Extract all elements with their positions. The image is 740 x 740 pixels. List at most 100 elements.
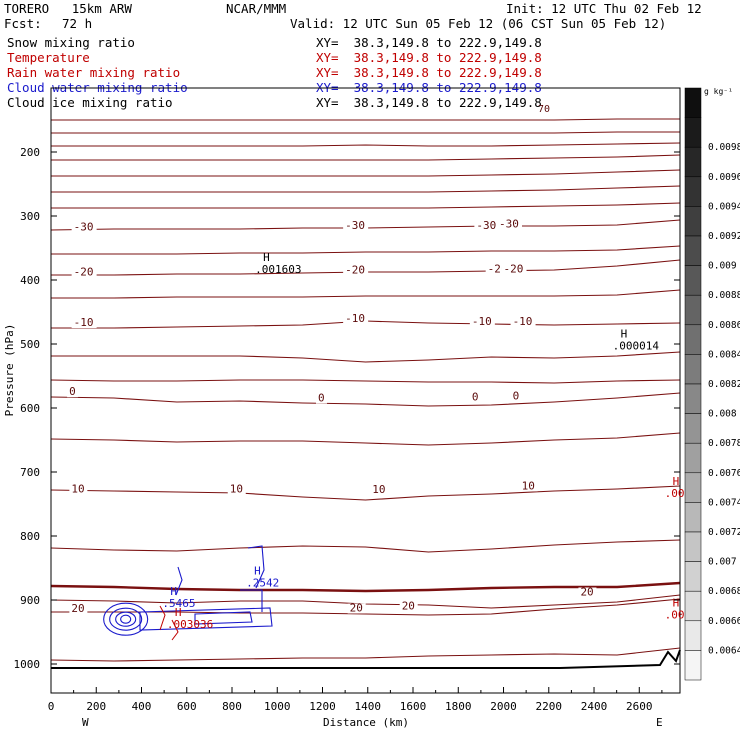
temperature-contour-line xyxy=(51,185,681,193)
temperature-contour-line xyxy=(51,118,680,121)
temperature-contour-line xyxy=(51,154,681,161)
x-tick-label: 2400 xyxy=(581,700,608,713)
x-tick-label: 2600 xyxy=(626,700,653,713)
y-tick-label: 700 xyxy=(20,466,40,479)
extremum-value: .2542 xyxy=(246,576,279,589)
y-axis-title: Pressure (hPa) xyxy=(3,324,16,417)
extremum-mark: H xyxy=(254,564,261,577)
x-tick-label: 2000 xyxy=(490,700,517,713)
colorbar-swatch xyxy=(684,472,702,503)
forecast-hour: 72 h xyxy=(62,16,93,31)
x-tick-label: 1600 xyxy=(400,700,427,713)
temperature-contour-line xyxy=(50,379,681,384)
terrain-line xyxy=(51,649,681,669)
colorbar-swatch xyxy=(684,383,702,414)
colorbar-tick-label: 0.0076 xyxy=(708,468,740,479)
temperature-contour-line xyxy=(50,392,681,407)
colorbar-swatch xyxy=(684,650,702,681)
temperature-label: -30 xyxy=(74,221,94,234)
colorbar: g kg⁻¹ 0.0098 0.0096 0.0094 0.0092 0.009 0.008… xyxy=(684,87,740,681)
y-tick-label: 1000 xyxy=(14,658,41,671)
top-contour-label: 70 xyxy=(538,104,550,115)
x-tick-label: 1400 xyxy=(355,700,382,713)
xy-snow: XY= 38.3,149.8 to 222.9,149.8 xyxy=(316,35,542,50)
label-background xyxy=(469,392,481,403)
extremum-value: .5465 xyxy=(162,597,195,610)
cloud-water-contour xyxy=(139,607,273,631)
label-background xyxy=(343,220,369,231)
label-background xyxy=(510,316,536,327)
cloud-water-contour xyxy=(115,611,137,627)
y-tick-label: 800 xyxy=(20,530,40,543)
colorbar-swatch xyxy=(684,206,702,237)
label-background xyxy=(370,485,389,496)
axes: 0 200 400 600 800 1000 1200 1400 1600 1800 2000 220… xyxy=(3,146,680,729)
y-tick-label: 900 xyxy=(20,594,40,607)
temperature-contour-line xyxy=(50,432,681,446)
cloud-water-contour xyxy=(120,614,132,624)
label-background xyxy=(510,391,522,402)
colorbar-swatch xyxy=(684,117,702,148)
temperature-contour-line xyxy=(50,647,681,662)
field-snow: Snow mixing ratio xyxy=(7,35,135,50)
colorbar-swatch xyxy=(684,502,702,533)
temperature-contour-line xyxy=(51,289,681,299)
colorbar-swatch xyxy=(684,324,702,355)
x-tick-label: 0 xyxy=(48,700,55,713)
temperature-contour-line xyxy=(50,539,681,553)
field-cloud-ice: Cloud ice mixing ratio xyxy=(7,95,173,110)
label-background xyxy=(519,481,538,492)
temperature-label: -10 xyxy=(472,315,492,328)
colorbar-tick-label: 0.0066 xyxy=(708,616,740,627)
x-tick-label: 1000 xyxy=(264,700,291,713)
temperature-label: 0 xyxy=(513,390,520,403)
label-background xyxy=(69,484,88,495)
temperature-label: 20 xyxy=(580,586,593,599)
temperature-label: -30 xyxy=(476,219,496,232)
colorbar-swatch xyxy=(684,294,702,326)
cloud-water-contour xyxy=(247,545,265,589)
label-background xyxy=(347,603,366,614)
colorbar-swatch xyxy=(684,413,702,444)
temperature-label: 0 xyxy=(69,385,76,398)
colorbar-swatch xyxy=(684,146,702,178)
x-tick-label: 1800 xyxy=(445,700,472,713)
field-rain: Rain water mixing ratio xyxy=(7,65,181,80)
label-background xyxy=(67,387,79,398)
temperature-contour-line xyxy=(51,351,681,363)
west-label: W xyxy=(82,716,89,729)
y-tick-label: 600 xyxy=(20,402,40,415)
temperature-contour-line xyxy=(51,169,681,177)
colorbar-tick-label: 0.0074 xyxy=(708,497,740,508)
xy-temperature: XY= 38.3,149.8 to 222.9,149.8 xyxy=(316,50,542,65)
label-background xyxy=(71,267,97,278)
cloud-water-contours xyxy=(103,545,273,641)
colorbar-swatch xyxy=(684,590,702,622)
temperature-label: -10 xyxy=(513,315,533,328)
rain-water-contour xyxy=(159,605,166,631)
colorbar-tick-label: 0.0094 xyxy=(708,201,740,212)
label-background xyxy=(71,222,97,233)
colorbar-swatch xyxy=(684,620,702,651)
label-background xyxy=(69,604,88,615)
colorbar-tick-label: 0.007 xyxy=(708,557,737,568)
extremum-mark: H xyxy=(673,475,680,488)
colorbar-swatch xyxy=(684,235,702,266)
init-time: Init: 12 UTC Thu 02 Feb 12 xyxy=(506,1,702,16)
cloud-water-contour xyxy=(175,566,183,596)
extremum-value: .000014 xyxy=(613,340,660,353)
extremum-mark: H xyxy=(621,328,628,341)
xy-rain: XY= 38.3,149.8 to 222.9,149.8 xyxy=(316,65,542,80)
temperature-label: 10 xyxy=(372,483,385,496)
extremum-value: .001603 xyxy=(255,263,301,276)
colorbar-tick-label: 0.0096 xyxy=(708,172,740,183)
center-title: NCAR/MMM xyxy=(226,1,287,16)
temperature-contour-line xyxy=(51,142,681,147)
cloud-water-contour xyxy=(194,611,253,625)
x-tick-label: 400 xyxy=(132,700,152,713)
colorbar-tick-label: 0.0084 xyxy=(708,349,740,360)
colorbar-tick-label: 0.0088 xyxy=(708,290,740,301)
colorbar-tick-label: 0.0092 xyxy=(708,231,740,242)
temperature-contour-line xyxy=(51,202,681,209)
colorbar-swatch xyxy=(684,561,702,592)
